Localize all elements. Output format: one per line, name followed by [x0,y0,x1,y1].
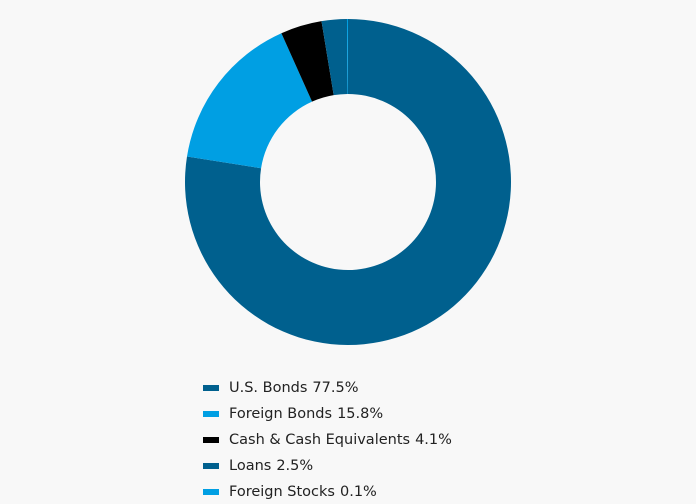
legend-swatch [203,437,219,443]
legend-value: 0.1% [340,484,377,500]
legend-label: U.S. Bonds 77.5% [229,380,359,396]
legend-swatch [203,489,219,495]
legend-label: Loans 2.5% [229,458,313,474]
donut-slice [187,33,313,169]
donut-slice [321,19,348,96]
legend-name: Loans [229,458,271,474]
legend-label: Cash & Cash Equivalents 4.1% [229,432,452,448]
legend-value: 15.8% [337,406,383,422]
donut-slice [185,19,511,346]
legend-name: U.S. Bonds [229,380,307,396]
legend-label: Foreign Bonds 15.8% [229,406,383,422]
legend-label: Foreign Stocks 0.1% [229,484,377,500]
legend-swatch [203,385,219,391]
donut-slice [346,19,348,95]
legend-name: Foreign Bonds [229,406,332,422]
legend-value: 77.5% [312,380,358,396]
legend-swatch [203,411,219,417]
donut-slice [281,21,334,102]
legend-value: 4.1% [415,432,452,448]
legend-swatch [203,463,219,469]
legend-value: 2.5% [276,458,313,474]
legend-name: Cash & Cash Equivalents [229,432,410,448]
legend-name: Foreign Stocks [229,484,335,500]
